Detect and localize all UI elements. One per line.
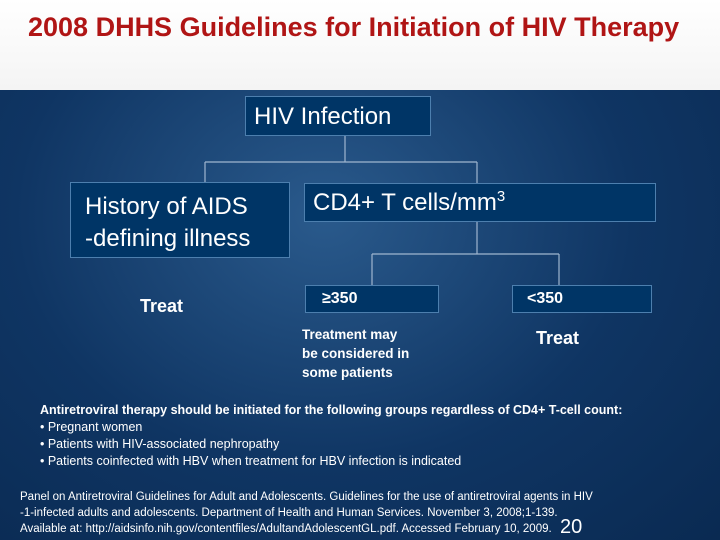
cd4-count-superscript: 3	[496, 188, 506, 205]
therapy-groups-notes: Antiretroviral therapy should be initiat…	[40, 402, 710, 470]
cd4-count-box: CD4+ T cells/mm3	[304, 183, 656, 222]
consider-line-3: some patients	[302, 365, 393, 380]
cd4-lt-350-box: <350	[512, 285, 652, 313]
consider-line-1: Treatment may	[302, 327, 398, 342]
notes-item-nephropathy: • Patients with HIV-associated nephropat…	[40, 437, 280, 451]
hiv-infection-label: HIV Infection	[254, 103, 392, 130]
cd4-ge-350-box: ≥350	[305, 285, 439, 313]
hiv-infection-box: HIV Infection	[245, 96, 431, 136]
title-bar: 2008 DHHS Guidelines for Initiation of H…	[0, 0, 720, 90]
left-treat-label: Treat	[140, 296, 184, 316]
consider-line-2: be considered in	[302, 346, 410, 361]
notes-item-hbv: • Patients coinfected with HBV when trea…	[40, 454, 462, 468]
citation-line-1: Panel on Antiretroviral Guidelines for A…	[20, 491, 593, 503]
cd4-lt-350-label: <350	[527, 290, 564, 307]
page-number: 20	[560, 516, 583, 538]
cd4-ge-350-label: ≥350	[322, 290, 358, 307]
aids-history-line1: History of AIDS	[85, 193, 248, 220]
aids-history-box: History of AIDS -defining illness	[70, 182, 290, 258]
cd4-count-text: CD4+ T cells/mm	[313, 189, 497, 216]
citation-line-3: Available at: http://aidsinfo.nih.gov/co…	[20, 523, 552, 535]
aids-history-line2: -defining illness	[85, 225, 251, 252]
citation: Panel on Antiretroviral Guidelines for A…	[20, 489, 710, 537]
citation-line-2: -1-infected adults and adolescents. Depa…	[20, 507, 558, 519]
notes-heading: Antiretroviral therapy should be initiat…	[40, 403, 623, 417]
right-treat-label: Treat	[536, 328, 580, 348]
cd4-count-label: CD4+ T cells/mm3	[313, 188, 505, 217]
slide-title: 2008 DHHS Guidelines for Initiation of H…	[28, 12, 680, 42]
consider-treatment-text: Treatment may be considered in some pati…	[302, 325, 409, 382]
notes-item-pregnant: • Pregnant women	[40, 420, 143, 434]
